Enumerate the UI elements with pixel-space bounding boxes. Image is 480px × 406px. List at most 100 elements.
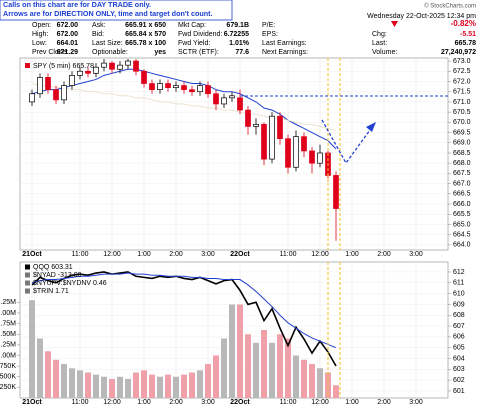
field-value: 679.1B xyxy=(226,22,249,29)
x-tick-label: 12:00 xyxy=(311,399,329,406)
candle-body xyxy=(317,152,323,164)
note-line: Arrows are for DIRECTION ONLY, time and … xyxy=(3,9,213,18)
datetime: Wednesday 22-Oct-2025 12:34 pm xyxy=(367,13,476,20)
field-value: 665.91 x 650 xyxy=(125,22,166,29)
candle-body xyxy=(285,138,291,168)
candle-body xyxy=(157,83,163,91)
y2-tick-label: 2.25M xyxy=(0,299,16,306)
x-tick-label: 3:00 xyxy=(201,399,215,406)
x-tick-label: 2:00 xyxy=(169,251,183,258)
volume-bar xyxy=(157,376,163,398)
change-pct: -0.82% xyxy=(451,19,476,28)
candle-body xyxy=(309,150,315,164)
x-tick-label: 11:00 xyxy=(280,399,297,406)
field-value: 665.78 xyxy=(455,40,477,47)
y-tick-label: 671.5 xyxy=(453,89,471,96)
y-tick-label: 666.0 xyxy=(453,201,471,208)
copyright: © StockCharts.com xyxy=(424,3,476,10)
candle-body xyxy=(93,66,99,74)
field-value: 665.78 x 100 xyxy=(125,40,166,47)
candle-body xyxy=(101,62,107,68)
x-tick-label: 12:00 xyxy=(103,399,121,406)
candle-body xyxy=(221,97,227,105)
y2-tick-label: 1.75M xyxy=(0,320,16,327)
candle-body xyxy=(277,115,283,140)
y-tick-label: 669.0 xyxy=(453,140,471,147)
volume-bar xyxy=(45,351,51,398)
volume-bar xyxy=(205,364,211,398)
field-value: 672.00 xyxy=(57,22,79,29)
moving-average xyxy=(31,272,337,349)
y-tick-label: 664.0 xyxy=(453,242,471,249)
x-tick-label: 12:00 xyxy=(311,251,329,258)
x-tick-label: 12:00 xyxy=(103,251,121,258)
field-label: High: xyxy=(32,31,48,38)
field-value: 6.72255 xyxy=(224,31,249,38)
field-label: EPS: xyxy=(262,31,278,38)
candle-body xyxy=(197,85,203,93)
field-label: Low: xyxy=(32,40,47,47)
volume-bar xyxy=(117,376,123,398)
volume-bar xyxy=(29,300,35,398)
field-value: yes xyxy=(154,49,166,56)
y-tick-label: 607 xyxy=(453,323,465,330)
y-tick-label: 606 xyxy=(453,334,465,341)
candle-body xyxy=(173,85,179,88)
volume-bar xyxy=(37,338,43,398)
candle-body xyxy=(45,77,51,91)
volume-bar xyxy=(309,364,315,398)
x-tick-label: 11:00 xyxy=(72,251,89,258)
volume-bar xyxy=(189,372,195,398)
field-label: Fwd Yield: xyxy=(178,40,210,47)
candle-body xyxy=(333,175,339,209)
candle-body xyxy=(253,124,259,127)
volume-bar xyxy=(301,359,307,398)
field-value: 672.00 xyxy=(57,31,79,38)
candle-body xyxy=(245,109,251,127)
x-tick-label: 1:00 xyxy=(137,399,151,406)
arrow-head xyxy=(366,122,376,132)
y-tick-label: 603 xyxy=(453,366,465,373)
x-tick-label: 1:00 xyxy=(137,251,151,258)
volume-bar xyxy=(101,376,107,398)
volume-bar xyxy=(221,338,227,398)
field-value: 1.01% xyxy=(229,40,250,47)
y-tick-label: 608 xyxy=(453,312,465,319)
y-tick-label: 672.0 xyxy=(453,78,471,85)
x-tick-label: 1:00 xyxy=(345,251,359,258)
note-box xyxy=(0,0,233,21)
candle-body xyxy=(205,85,211,95)
volume-bar xyxy=(269,342,275,398)
field-label: P/E: xyxy=(262,22,275,29)
candle-body xyxy=(165,83,171,88)
volume-bar xyxy=(125,378,131,398)
field-label: Prev Close: xyxy=(32,49,68,56)
candle-body xyxy=(149,83,155,91)
y-tick-label: 665.5 xyxy=(453,211,471,218)
x-tick-label: 3:00 xyxy=(409,399,423,406)
price-line xyxy=(31,271,337,367)
volume-bar xyxy=(133,372,139,398)
y-tick-label: 668.5 xyxy=(453,150,471,157)
x-tick-label: 21Oct xyxy=(22,251,42,258)
candle-body xyxy=(69,75,75,86)
y-tick-label: 605 xyxy=(453,345,465,352)
x-tick-label: 11:00 xyxy=(280,251,297,258)
upper-plot: 21Oct 11:00 12:00 1:00 2:00 3:00 22Oct 11:00 12:… xyxy=(20,58,471,258)
y2-tick-label: 1.25M xyxy=(0,342,16,349)
volume-bar xyxy=(237,304,243,398)
y-tick-label: 610 xyxy=(453,290,465,297)
field-label: Bid: xyxy=(92,31,104,38)
candle-body xyxy=(85,70,91,74)
field-label: Mkt Cap: xyxy=(178,22,206,29)
x-tick-label: 21Oct xyxy=(22,399,42,406)
field-label: Last Size: xyxy=(92,40,123,47)
candle-body xyxy=(181,85,187,91)
volume-bar xyxy=(245,334,251,398)
y-tick-label: 612 xyxy=(453,269,465,276)
volume-bar xyxy=(77,370,83,398)
candle-body xyxy=(261,124,267,160)
volume-bar xyxy=(61,364,67,398)
legend-swatch xyxy=(25,272,30,278)
